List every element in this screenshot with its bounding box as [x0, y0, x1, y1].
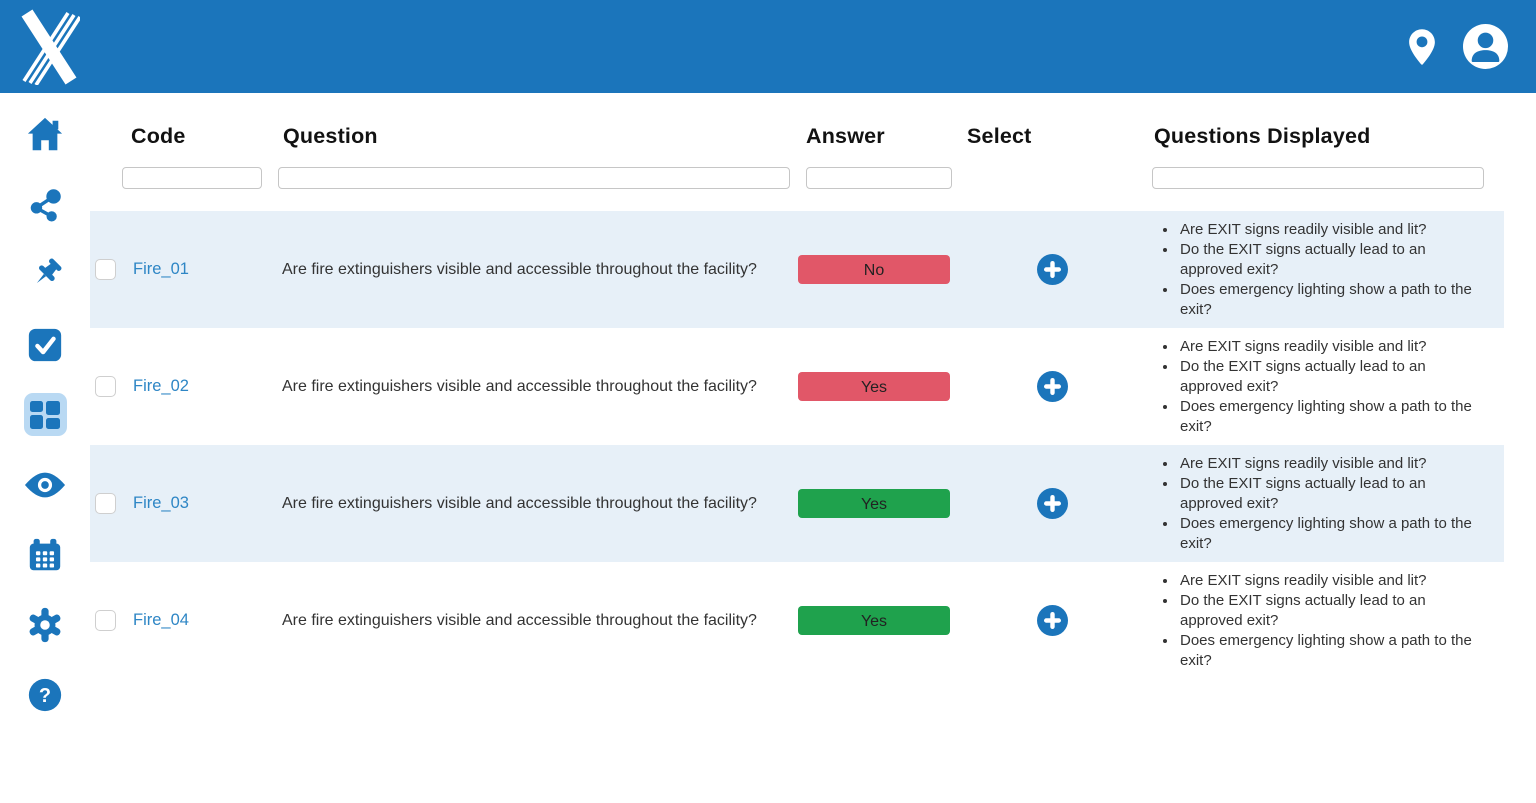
row-question-text: Are fire extinguishers visible and acces… — [282, 495, 757, 512]
answer-button[interactable]: Yes — [798, 489, 950, 518]
row-question-text: Are fire extinguishers visible and acces… — [282, 612, 757, 629]
table-header-row: Code Question Answer Select Questions Di… — [90, 120, 1504, 152]
sidebar-item-view[interactable] — [24, 463, 67, 506]
row-select-checkbox[interactable] — [95, 493, 116, 514]
displayed-question-item: Are EXIT signs readily visible and lit? — [1178, 571, 1474, 591]
question-filter-input[interactable] — [278, 166, 790, 189]
home-icon — [27, 117, 63, 150]
sidebar-item-settings[interactable] — [24, 603, 67, 646]
row-question-text: Are fire extinguishers visible and acces… — [282, 378, 757, 395]
column-header-question: Question — [283, 123, 378, 148]
displayed-question-item: Does emergency lighting show a path to t… — [1178, 514, 1474, 554]
sidebar-item-help[interactable]: ? — [24, 673, 67, 716]
location-icon — [1409, 28, 1435, 65]
account-button[interactable] — [1463, 24, 1508, 69]
share-icon — [30, 188, 61, 222]
displayed-question-item: Are EXIT signs readily visible and lit? — [1178, 454, 1474, 474]
displayed-question-item: Does emergency lighting show a path to t… — [1178, 397, 1474, 437]
row-code-link[interactable]: Fire_01 — [133, 260, 189, 278]
sidebar-item-pin[interactable] — [24, 253, 67, 296]
row-select-checkbox[interactable] — [95, 259, 116, 280]
displayed-question-item: Do the EXIT signs actually lead to an ap… — [1178, 591, 1474, 631]
sidebar: ? — [0, 93, 90, 716]
row-select-checkbox[interactable] — [95, 376, 116, 397]
table-body: Fire_01 Are fire extinguishers visible a… — [90, 211, 1504, 679]
column-header-answer: Answer — [806, 123, 885, 148]
add-row-button[interactable] — [1036, 605, 1068, 636]
displayed-question-item: Does emergency lighting show a path to t… — [1178, 280, 1474, 320]
answer-button[interactable]: Yes — [798, 372, 950, 401]
sidebar-item-calendar[interactable] — [24, 533, 67, 576]
plus-icon — [1036, 605, 1068, 636]
table-row: Fire_03 Are fire extinguishers visible a… — [90, 445, 1504, 562]
plus-icon — [1036, 254, 1068, 285]
account-icon — [1463, 24, 1508, 69]
column-header-code: Code — [131, 123, 186, 148]
eye-icon — [24, 472, 66, 497]
dashboard-icon — [30, 400, 60, 429]
questions-displayed-list: Are EXIT signs readily visible and lit? … — [1152, 337, 1474, 437]
plus-icon — [1036, 371, 1068, 402]
svg-text:?: ? — [39, 685, 51, 707]
questions-displayed-list: Are EXIT signs readily visible and lit? … — [1152, 454, 1474, 554]
displayed-question-item: Are EXIT signs readily visible and lit? — [1178, 337, 1474, 357]
questions-table: Code Question Answer Select Questions Di… — [90, 93, 1504, 679]
table-row: Fire_02 Are fire extinguishers visible a… — [90, 328, 1504, 445]
tasks-check-icon — [28, 328, 62, 361]
questions-displayed-filter-input[interactable] — [1152, 166, 1484, 189]
app-logo[interactable] — [18, 8, 82, 86]
settings-gear-icon — [29, 607, 61, 642]
displayed-question-item: Do the EXIT signs actually lead to an ap… — [1178, 357, 1474, 397]
add-row-button[interactable] — [1036, 488, 1068, 519]
sidebar-item-tasks[interactable] — [24, 323, 67, 366]
topbar-actions — [1407, 24, 1508, 69]
displayed-question-item: Do the EXIT signs actually lead to an ap… — [1178, 240, 1474, 280]
code-filter-input[interactable] — [122, 166, 262, 189]
table-row: Fire_01 Are fire extinguishers visible a… — [90, 211, 1504, 328]
row-select-checkbox[interactable] — [95, 610, 116, 631]
questions-displayed-list: Are EXIT signs readily visible and lit? … — [1152, 220, 1474, 320]
column-header-select: Select — [967, 123, 1032, 148]
sidebar-item-home[interactable] — [24, 113, 67, 156]
displayed-question-item: Do the EXIT signs actually lead to an ap… — [1178, 474, 1474, 514]
add-row-button[interactable] — [1036, 254, 1068, 285]
location-button[interactable] — [1407, 28, 1437, 66]
displayed-question-item: Are EXIT signs readily visible and lit? — [1178, 220, 1474, 240]
row-code-link[interactable]: Fire_03 — [133, 494, 189, 512]
row-question-text: Are fire extinguishers visible and acces… — [282, 261, 757, 278]
calendar-icon — [29, 538, 61, 570]
pin-icon — [36, 258, 62, 283]
top-bar — [0, 0, 1536, 93]
displayed-question-item: Does emergency lighting show a path to t… — [1178, 631, 1474, 671]
answer-button[interactable]: Yes — [798, 606, 950, 635]
answer-filter-input[interactable] — [806, 166, 952, 189]
row-code-link[interactable]: Fire_04 — [133, 611, 189, 629]
column-header-questions-displayed: Questions Displayed — [1154, 123, 1371, 148]
help-icon: ? — [28, 678, 62, 711]
sidebar-item-dashboard[interactable] — [23, 393, 67, 436]
table-filter-row — [90, 166, 1504, 189]
questions-displayed-list: Are EXIT signs readily visible and lit? … — [1152, 571, 1474, 671]
row-code-link[interactable]: Fire_02 — [133, 377, 189, 395]
table-row: Fire_04 Are fire extinguishers visible a… — [90, 562, 1504, 679]
add-row-button[interactable] — [1036, 371, 1068, 402]
plus-icon — [1036, 488, 1068, 519]
logo-x-icon — [21, 8, 82, 86]
answer-button[interactable]: No — [798, 255, 950, 284]
sidebar-item-share[interactable] — [24, 183, 67, 226]
